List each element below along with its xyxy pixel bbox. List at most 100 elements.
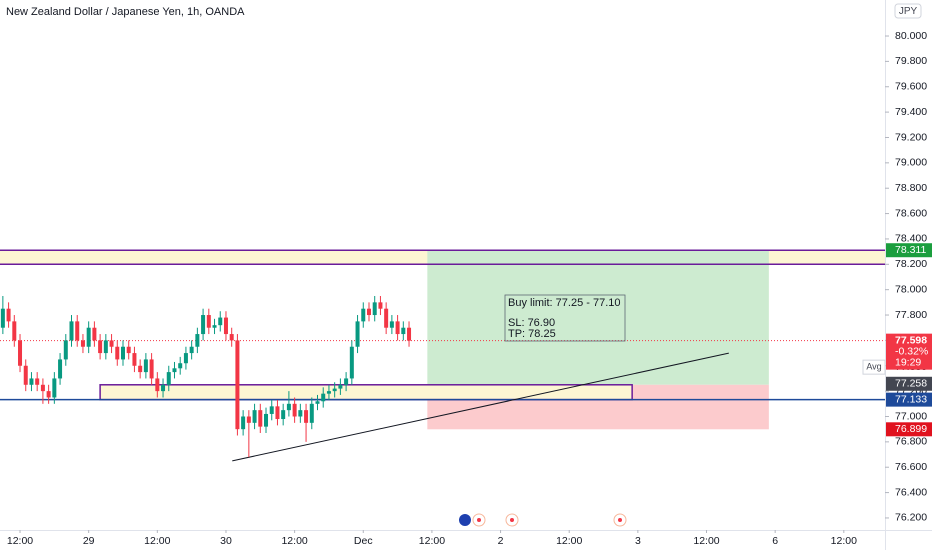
tag-bg — [862, 359, 886, 375]
y-tick-label: 77.800 — [895, 309, 927, 321]
y-tick-label: 78.200 — [895, 258, 927, 270]
x-tick-label: Dec — [354, 535, 373, 547]
candle-body — [355, 321, 360, 347]
event-dot — [477, 518, 481, 522]
candle-body — [12, 321, 17, 341]
y-tick-label: 79.800 — [895, 55, 927, 67]
candle-body — [63, 340, 68, 360]
x-tick-label: 12:00 — [144, 535, 170, 547]
event-icon — [459, 514, 471, 526]
x-tick-label: 12:00 — [419, 535, 445, 547]
candle-body — [69, 321, 74, 341]
candle-body — [0, 308, 5, 328]
candle-body — [172, 368, 177, 373]
candle-body — [349, 346, 354, 379]
candle-body — [344, 378, 349, 385]
y-tick-label: 77.000 — [895, 410, 927, 422]
y-tick-label: 76.600 — [895, 461, 927, 473]
candle-body — [6, 308, 11, 322]
x-tick-label: 12:00 — [693, 535, 719, 547]
y-tick-label: 78.800 — [895, 182, 927, 194]
candle-body — [326, 391, 331, 394]
note-text: TP: 78.25 — [508, 328, 556, 340]
candle-body — [183, 353, 188, 364]
candle-body — [46, 391, 51, 398]
candle-body — [315, 401, 320, 404]
price-label-bg — [886, 422, 932, 437]
last-price-countdown: 19:29 — [895, 356, 921, 368]
candle-body — [161, 384, 166, 392]
x-tick-label: 2 — [498, 535, 504, 547]
x-tick-label: 3 — [635, 535, 641, 547]
candle-body — [29, 378, 34, 385]
candle-body — [389, 321, 394, 328]
event-dot — [510, 518, 514, 522]
candle-body — [321, 393, 326, 402]
candle-body — [18, 340, 23, 366]
y-tick-label: 76.800 — [895, 436, 927, 448]
candle-body — [58, 359, 63, 379]
candle-body — [246, 416, 251, 423]
candle-body — [407, 327, 412, 341]
chart-title: New Zealand Dollar / Japanese Yen, 1h, O… — [6, 6, 245, 18]
candle-body — [92, 327, 97, 341]
y-tick-label: 79.000 — [895, 157, 927, 169]
candle-body — [281, 410, 286, 420]
candle-body — [212, 325, 217, 328]
candle-body — [229, 334, 234, 341]
candle-body — [189, 346, 194, 354]
candle-body — [52, 378, 57, 398]
candle-body — [218, 317, 223, 326]
zone — [99, 384, 633, 401]
x-tick-label: 29 — [83, 535, 95, 547]
currency-badge — [894, 3, 922, 19]
y-tick-label: 78.600 — [895, 207, 927, 219]
note-text: Buy limit: 77.25 - 77.10 — [508, 297, 621, 309]
candle-body — [378, 302, 383, 309]
candle-body — [132, 353, 137, 366]
candle-body — [298, 410, 303, 417]
candle-body — [366, 308, 371, 316]
y-tick-label: 76.400 — [895, 486, 927, 498]
candle-body — [309, 403, 314, 423]
candle-body — [23, 365, 28, 385]
y-tick-label: 79.200 — [895, 131, 927, 143]
y-tick-label: 76.200 — [895, 512, 927, 524]
price-label-bg — [886, 376, 932, 391]
y-tick-label: 80.000 — [895, 30, 927, 42]
plot-area — [0, 249, 885, 462]
x-tick-label: 30 — [220, 535, 232, 547]
price-label: 76.899 — [895, 423, 927, 435]
candle-body — [241, 416, 246, 430]
candle-body — [384, 308, 389, 328]
candle-body — [103, 340, 108, 354]
candle-body — [269, 406, 274, 414]
y-tick-label: 79.400 — [895, 106, 927, 118]
x-tick-label: 12:00 — [7, 535, 33, 547]
candle-body — [252, 410, 257, 423]
candle-body — [372, 302, 377, 316]
x-tick-label: 6 — [772, 535, 778, 547]
candle-body — [223, 317, 228, 335]
candle-body — [143, 359, 148, 373]
candle-body — [338, 384, 343, 389]
candle-body — [258, 410, 263, 427]
candle-body — [75, 321, 80, 341]
candle-body — [292, 403, 297, 417]
candle-body — [286, 403, 291, 411]
price-label: 78.311 — [895, 244, 926, 256]
price-tag: Avg — [866, 362, 881, 372]
candle-body — [126, 346, 131, 354]
candle-body — [166, 372, 171, 385]
candle-body — [235, 340, 240, 430]
candle-body — [195, 334, 200, 347]
y-tick-label: 78.000 — [895, 283, 927, 295]
y-tick-label: 78.400 — [895, 233, 927, 245]
price-label-bg — [886, 392, 932, 407]
note-box — [504, 294, 626, 342]
note-text: SL: 76.90 — [508, 317, 555, 329]
candle-body — [115, 346, 120, 360]
candle-body — [275, 406, 280, 420]
